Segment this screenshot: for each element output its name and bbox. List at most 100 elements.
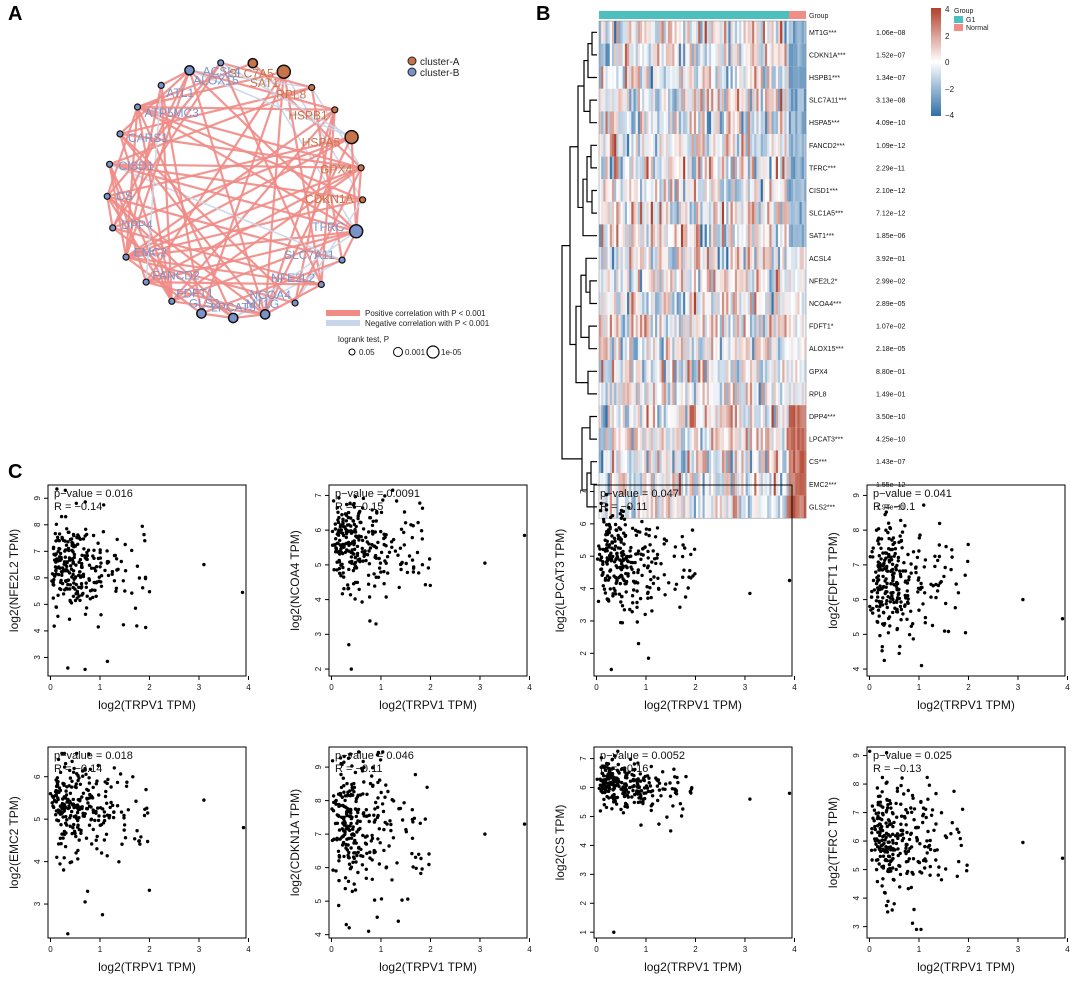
heatmap-cell	[678, 473, 682, 496]
scatter-point	[625, 565, 629, 570]
heatmap-cell	[639, 21, 643, 44]
heatmap-cell	[797, 269, 800, 293]
scatter-point	[939, 811, 944, 815]
scatter-point	[90, 842, 94, 846]
heatmap-cell	[715, 473, 718, 496]
heatmap-cell	[758, 427, 762, 451]
heatmap-cell	[777, 427, 781, 451]
scatter-point	[889, 582, 893, 586]
heatmap-cell	[749, 21, 753, 44]
heatmap-cells	[598, 20, 807, 519]
scatter-point	[950, 821, 954, 825]
heatmap-cell	[609, 66, 613, 89]
heatmap-cell	[618, 314, 621, 338]
heatmap-cell	[648, 405, 652, 428]
heatmap-cell	[745, 201, 749, 225]
heatmap-cell	[609, 495, 613, 519]
scatter-point	[623, 789, 627, 793]
scatter-point	[332, 568, 336, 572]
heatmap-cell	[711, 314, 714, 338]
r-value-annotation: R = −0.11	[335, 763, 383, 775]
heatmap-cell	[721, 337, 725, 360]
heatmap-cell	[644, 292, 647, 315]
scatter-point	[410, 535, 414, 540]
heatmap-cell	[655, 66, 658, 89]
heatmap-cell	[652, 43, 656, 67]
heatmap-cell	[797, 427, 800, 451]
heatmap-cell	[696, 382, 699, 406]
heatmap-cell	[734, 269, 738, 293]
heatmap-cell	[741, 473, 744, 496]
heatmap-cell	[685, 201, 688, 225]
heatmap-cell	[799, 269, 802, 293]
heatmap-cell	[803, 43, 807, 67]
scatter-point	[890, 595, 894, 599]
heatmap-cell	[775, 247, 779, 270]
heatmap-cell	[721, 179, 725, 202]
scatter-point	[928, 873, 932, 877]
scatter-point	[611, 554, 615, 559]
heatmap-cell	[734, 156, 738, 180]
scatter-point	[374, 622, 378, 626]
network-label-hspb1: HSPB1	[288, 108, 328, 122]
heatmap-cell	[691, 43, 695, 67]
scatter-point	[891, 610, 895, 615]
heatmap-cell	[637, 382, 641, 406]
scatter-point	[884, 585, 888, 589]
dendrogram-branch	[591, 189, 597, 214]
heatmap-cell	[661, 450, 664, 473]
scatter-point	[897, 651, 901, 656]
network-node-hspa5	[344, 129, 359, 145]
heatmap-cell	[627, 292, 630, 315]
heatmap-cell	[635, 427, 639, 451]
heatmap-cell	[803, 360, 807, 383]
heatmap-cell	[760, 382, 764, 406]
heatmap-cell	[659, 360, 662, 383]
heatmap-cell	[732, 382, 736, 406]
heatmap-cell	[803, 495, 807, 519]
scatter-point	[141, 586, 145, 590]
heatmap-cell	[790, 473, 794, 496]
heatmap-cell	[670, 134, 673, 157]
heatmap-cell	[717, 247, 721, 270]
scatter-point	[663, 593, 667, 597]
scatter-point	[886, 910, 890, 914]
heatmap-cell	[668, 495, 671, 519]
heatmap-cell	[771, 179, 774, 202]
heatmap-cell	[601, 427, 604, 451]
heatmap-cell	[793, 43, 796, 67]
heatmap-cell	[624, 382, 628, 406]
heatmap-cell	[614, 134, 617, 157]
scatter-point	[358, 559, 362, 564]
heatmap-cell	[734, 473, 738, 496]
scatter-point	[62, 568, 66, 573]
heatmap-cell	[642, 405, 645, 428]
scatter-point	[878, 794, 882, 798]
heatmap-cell	[650, 224, 654, 247]
scatter-point	[105, 801, 109, 805]
scatter-point	[926, 797, 930, 801]
heatmap-cell	[648, 495, 652, 519]
heatmap-cell	[627, 337, 630, 360]
scatter-point	[68, 768, 72, 773]
scatter-point	[903, 603, 907, 607]
heatmap-cell	[637, 450, 641, 473]
heatmap-cell	[631, 247, 634, 270]
heatmap-cell	[676, 292, 680, 315]
scatter-point	[1021, 840, 1025, 845]
heatmap-cell	[756, 450, 759, 473]
heatmap-cell	[622, 292, 626, 315]
heatmap-colour-scale: 4 2 0 −2 −4	[931, 5, 955, 120]
heatmap-cell	[668, 247, 671, 270]
scatter-point	[960, 807, 965, 811]
scatter-point	[647, 527, 652, 532]
heatmap-cell	[754, 314, 757, 338]
heatmap-cell	[724, 156, 727, 180]
heatmap-cell	[685, 450, 688, 473]
heatmap-cell	[771, 292, 774, 315]
x-tick-label: 3	[743, 683, 748, 692]
scatter-point	[888, 866, 892, 871]
heatmap-cell	[706, 450, 710, 473]
heatmap-row-gene: CS***	[809, 459, 827, 466]
heatmap-cell	[743, 495, 746, 519]
